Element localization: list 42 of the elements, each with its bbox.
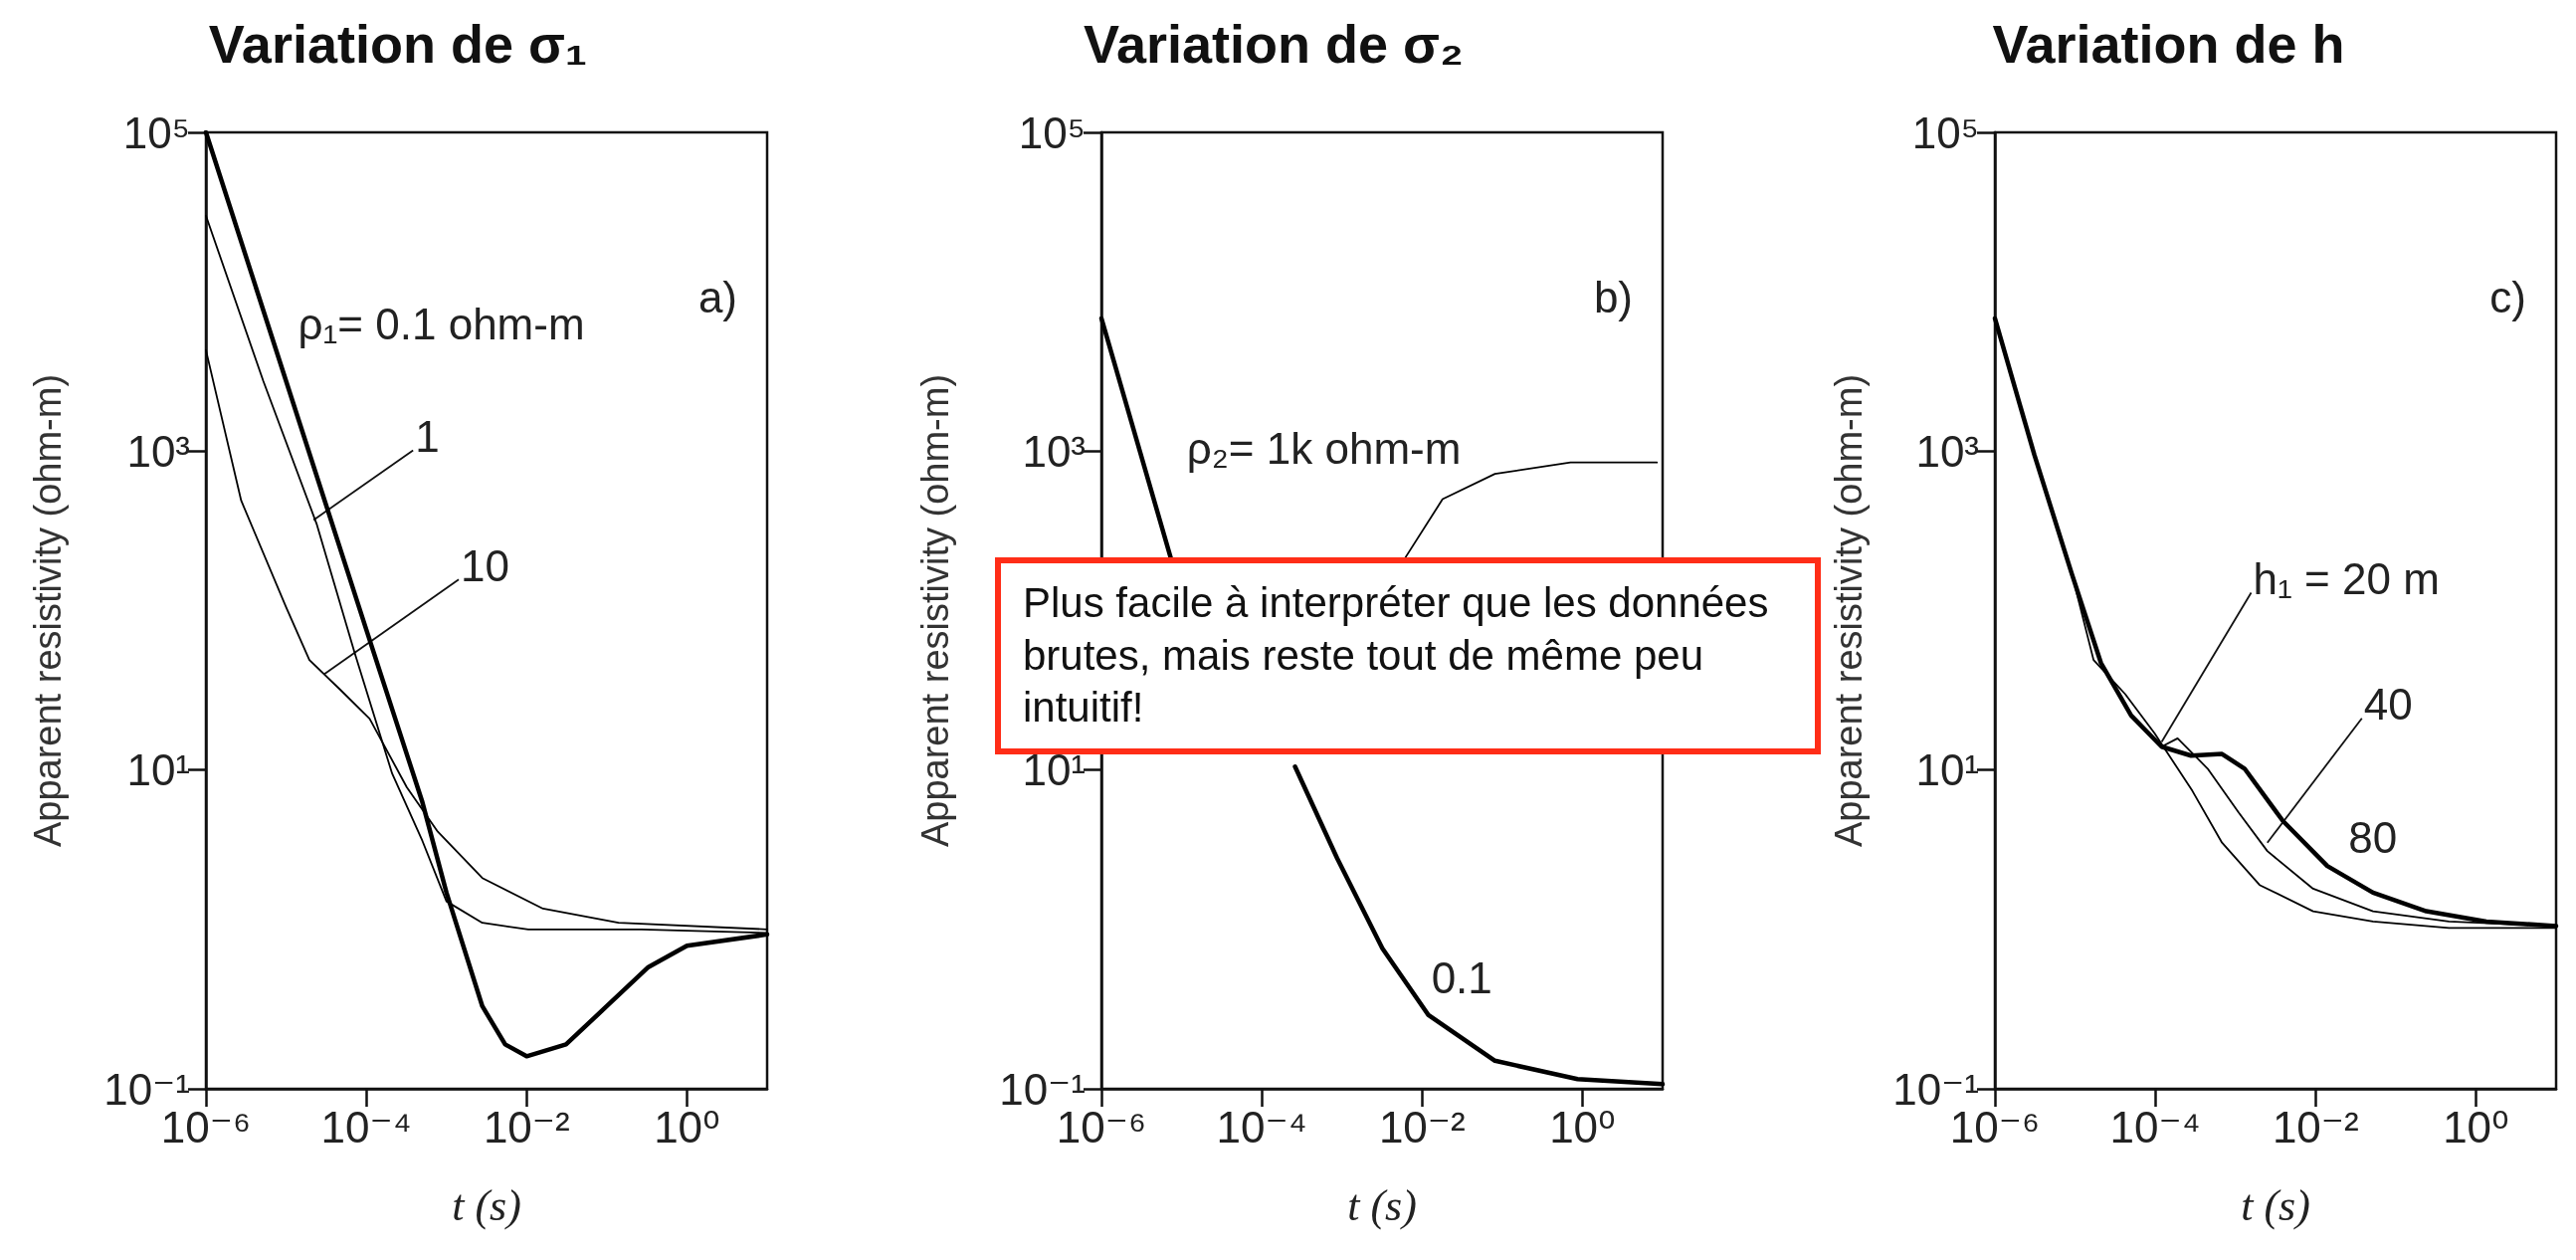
x-tick-label: 10⁰ xyxy=(1549,1102,1616,1152)
y-tick-label: 10⁵ xyxy=(1018,107,1086,157)
chart-title: Variation de h xyxy=(1992,14,2345,74)
chart-title: Variation de σ₁ xyxy=(208,14,588,74)
y-tick-label: 10⁵ xyxy=(1911,107,1979,157)
annotation: 0.1 xyxy=(1431,953,1492,1003)
y-tick-label: 10⁵ xyxy=(122,107,190,157)
y-tick-label: 10¹ xyxy=(126,745,190,795)
x-tick-label: 10⁻⁴ xyxy=(320,1102,412,1152)
x-tick-label: 10⁰ xyxy=(654,1102,720,1152)
y-axis-title: Apparent resistivity (ohm-m) xyxy=(1828,373,1870,848)
y-axis-title: Apparent resistivity (ohm-m) xyxy=(27,373,69,848)
x-tick-label: 10⁻⁶ xyxy=(1949,1102,2041,1152)
x-axis-title: t (s) xyxy=(452,1180,521,1230)
annotation: 40 xyxy=(2363,680,2413,730)
y-tick-label: 10³ xyxy=(126,426,190,476)
y-tick-label: 10³ xyxy=(1022,426,1086,476)
annotation: ρ₁= 0.1 ohm-m xyxy=(297,299,585,348)
y-axis-title: Apparent resistivity (ohm-m) xyxy=(914,373,956,848)
x-tick-label: 10⁻² xyxy=(2272,1102,2359,1152)
x-tick-label: 10⁻⁶ xyxy=(160,1102,252,1152)
x-tick-label: 10⁰ xyxy=(2443,1102,2509,1152)
y-tick-label: 10¹ xyxy=(1022,745,1086,795)
annotation: 10 xyxy=(461,540,509,590)
annotation: a) xyxy=(697,272,737,321)
annotation: c) xyxy=(2489,272,2526,321)
annotation: 80 xyxy=(2348,812,2398,862)
x-axis-title: t (s) xyxy=(2241,1180,2310,1230)
y-tick-label: 10³ xyxy=(1915,426,1979,476)
x-tick-label: 10⁻² xyxy=(1378,1102,1466,1152)
x-tick-label: 10⁻² xyxy=(483,1102,570,1152)
annotation: h₁ = 20 m xyxy=(2253,553,2440,603)
chart-title: Variation de σ₂ xyxy=(1083,14,1465,74)
annotation: 1 xyxy=(415,411,440,461)
annotation: b) xyxy=(1593,272,1633,321)
x-tick-label: 10⁻⁶ xyxy=(1056,1102,1147,1152)
annotation: ρ₂= 1k ohm-m xyxy=(1186,423,1462,473)
annotation: Plus facile à interpréter que les données brutes, mais reste tout de même peu intuitif! xyxy=(1023,579,1769,731)
x-tick-label: 10⁻⁴ xyxy=(2109,1102,2201,1152)
y-tick-label: 10¹ xyxy=(1915,745,1979,795)
x-tick-label: 10⁻⁴ xyxy=(1216,1102,1307,1152)
x-axis-title: t (s) xyxy=(1347,1180,1417,1230)
